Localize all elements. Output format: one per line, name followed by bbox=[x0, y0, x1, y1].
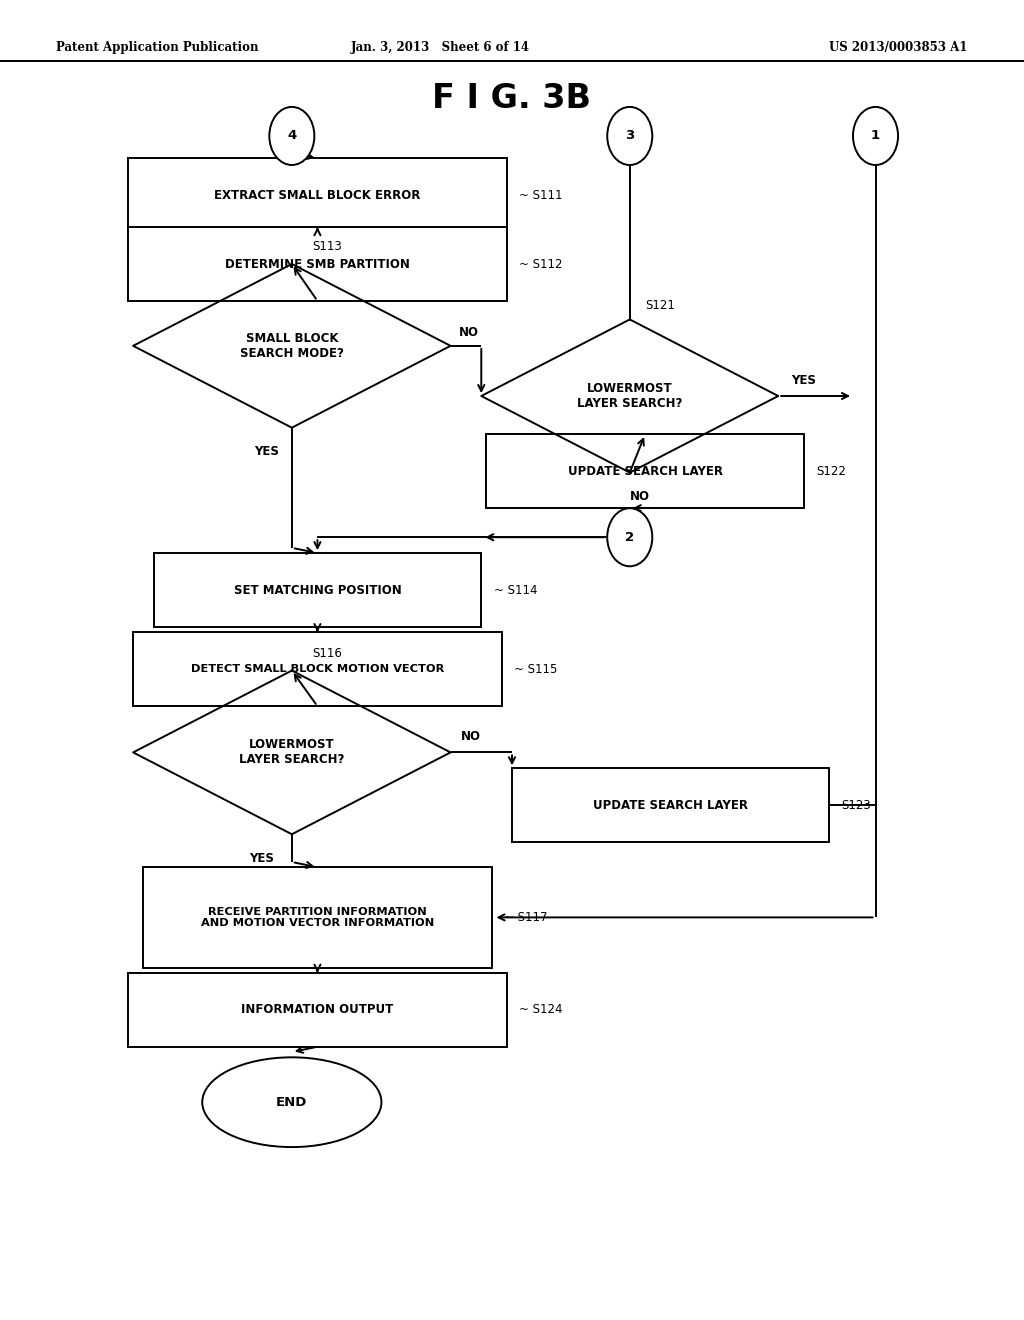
Text: LOWERMOST
LAYER SEARCH?: LOWERMOST LAYER SEARCH? bbox=[240, 738, 344, 767]
Text: NO: NO bbox=[461, 730, 481, 743]
Text: 3: 3 bbox=[625, 129, 635, 143]
Bar bbox=[128, 158, 507, 232]
Text: DETECT SMALL BLOCK MOTION VECTOR: DETECT SMALL BLOCK MOTION VECTOR bbox=[190, 664, 444, 675]
Text: S116: S116 bbox=[312, 647, 342, 660]
Text: Patent Application Publication: Patent Application Publication bbox=[56, 41, 259, 54]
Text: NO: NO bbox=[630, 490, 650, 503]
Text: YES: YES bbox=[792, 374, 816, 387]
Text: RECEIVE PARTITION INFORMATION
AND MOTION VECTOR INFORMATION: RECEIVE PARTITION INFORMATION AND MOTION… bbox=[201, 907, 434, 928]
Text: END: END bbox=[276, 1096, 307, 1109]
Text: YES: YES bbox=[249, 851, 273, 865]
Text: S121: S121 bbox=[645, 298, 675, 312]
Circle shape bbox=[607, 508, 652, 566]
Text: ~ S117: ~ S117 bbox=[504, 911, 547, 924]
Text: YES: YES bbox=[254, 445, 279, 458]
Text: ~ S124: ~ S124 bbox=[519, 1003, 562, 1016]
Text: SMALL BLOCK
SEARCH MODE?: SMALL BLOCK SEARCH MODE? bbox=[240, 331, 344, 360]
Bar bbox=[512, 768, 829, 842]
Bar bbox=[128, 973, 507, 1047]
Text: ~ S112: ~ S112 bbox=[519, 257, 562, 271]
Text: EXTRACT SMALL BLOCK ERROR: EXTRACT SMALL BLOCK ERROR bbox=[214, 189, 421, 202]
Text: NO: NO bbox=[459, 326, 479, 339]
Bar bbox=[128, 227, 507, 301]
Text: UPDATE SEARCH LAYER: UPDATE SEARCH LAYER bbox=[593, 799, 749, 812]
Text: DETERMINE SMB PARTITION: DETERMINE SMB PARTITION bbox=[225, 257, 410, 271]
Text: ~ S111: ~ S111 bbox=[519, 189, 562, 202]
Bar bbox=[133, 632, 502, 706]
Circle shape bbox=[853, 107, 898, 165]
Text: ~ S115: ~ S115 bbox=[514, 663, 557, 676]
Text: S122: S122 bbox=[816, 465, 846, 478]
Text: 4: 4 bbox=[287, 129, 297, 143]
Text: ~ S114: ~ S114 bbox=[494, 583, 537, 597]
Text: 2: 2 bbox=[626, 531, 634, 544]
Bar bbox=[154, 553, 481, 627]
Text: US 2013/0003853 A1: US 2013/0003853 A1 bbox=[829, 41, 968, 54]
Text: Jan. 3, 2013   Sheet 6 of 14: Jan. 3, 2013 Sheet 6 of 14 bbox=[351, 41, 529, 54]
Bar bbox=[143, 867, 492, 968]
Circle shape bbox=[607, 107, 652, 165]
Text: S113: S113 bbox=[312, 240, 342, 253]
Text: 1: 1 bbox=[871, 129, 880, 143]
Text: F I G. 3B: F I G. 3B bbox=[432, 82, 592, 116]
Text: UPDATE SEARCH LAYER: UPDATE SEARCH LAYER bbox=[567, 465, 723, 478]
Text: LOWERMOST
LAYER SEARCH?: LOWERMOST LAYER SEARCH? bbox=[578, 381, 682, 411]
Text: INFORMATION OUTPUT: INFORMATION OUTPUT bbox=[242, 1003, 393, 1016]
Text: S123: S123 bbox=[842, 799, 871, 812]
Circle shape bbox=[269, 107, 314, 165]
Text: SET MATCHING POSITION: SET MATCHING POSITION bbox=[233, 583, 401, 597]
Ellipse shape bbox=[202, 1057, 381, 1147]
Bar bbox=[486, 434, 804, 508]
